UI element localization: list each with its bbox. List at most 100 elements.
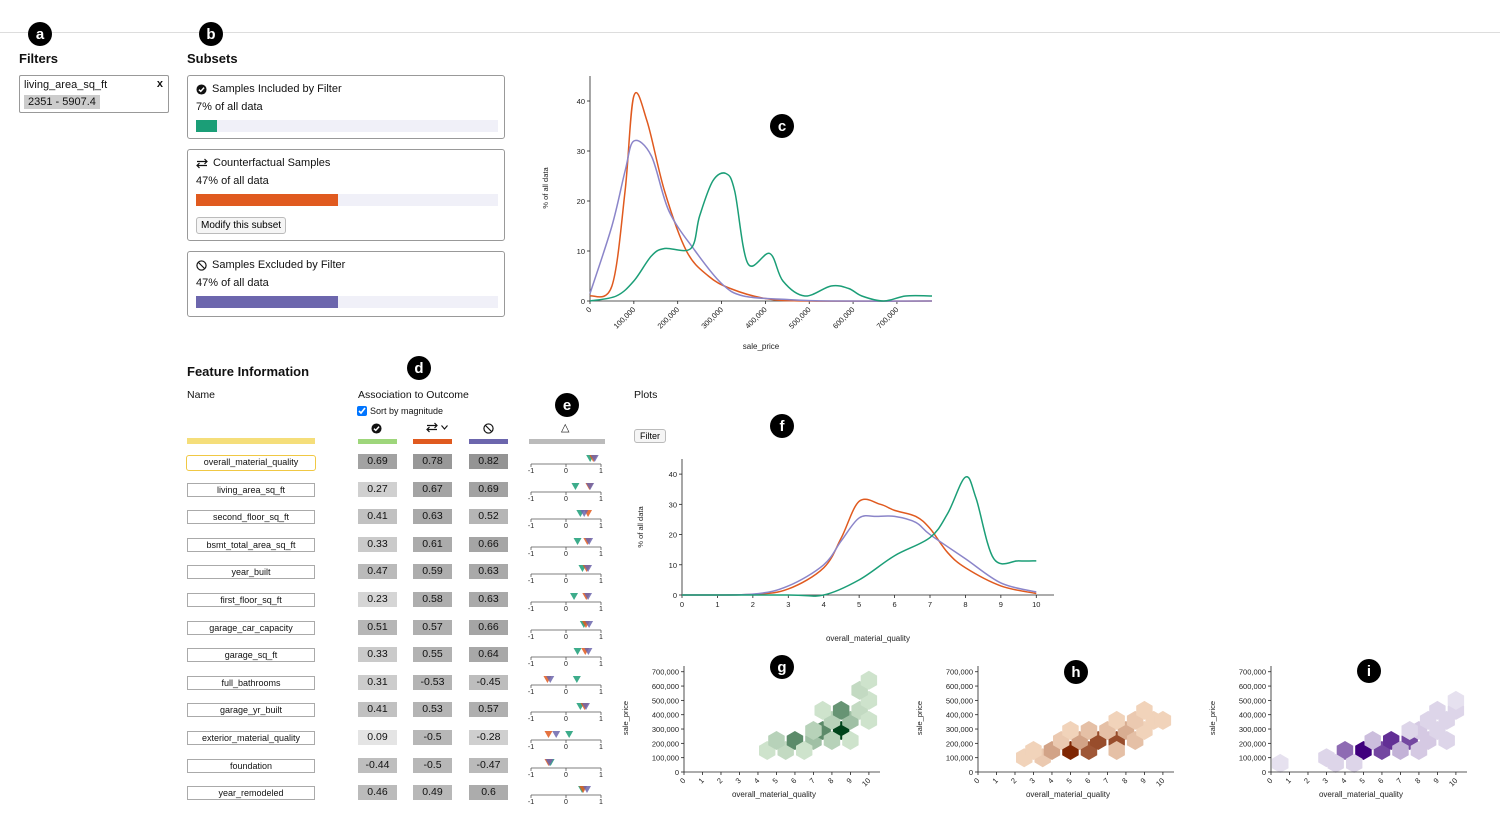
- y-axis-label: sale_price: [1208, 701, 1217, 735]
- feature-name-button[interactable]: full_bathrooms: [187, 675, 315, 690]
- mini-axis-label: -1: [528, 661, 534, 666]
- association-value: 0.63: [469, 564, 508, 580]
- counterfactual-column-dropdown[interactable]: [426, 422, 448, 433]
- filter-chip[interactable]: living_area_sq_ft x 2351 - 5907.4: [19, 75, 169, 113]
- hexbin: [1025, 741, 1042, 760]
- delta-mini-axis: -1 0 1: [528, 620, 603, 639]
- delta-marker: [552, 731, 561, 738]
- mini-axis-label: 0: [564, 772, 568, 777]
- feature-name-button[interactable]: living_area_sq_ft: [187, 482, 315, 497]
- subset-title: Samples Excluded by Filter: [212, 259, 346, 271]
- filter-button[interactable]: Filter: [634, 429, 666, 443]
- name-column-label: Name: [187, 389, 216, 401]
- y-tick-label: 300,000: [652, 725, 679, 734]
- x-tick-label: 6: [789, 776, 798, 785]
- feature-name-button[interactable]: bsmt_total_area_sq_ft: [187, 537, 315, 552]
- feature-name-button[interactable]: year_remodeled: [187, 786, 315, 801]
- delta-icon: △: [561, 422, 570, 434]
- feature-name-button[interactable]: first_floor_sq_ft: [187, 593, 315, 607]
- association-value: -0.45: [469, 674, 508, 690]
- y-axis-label: % of all data: [636, 506, 645, 548]
- mini-axis-label: -1: [528, 689, 534, 694]
- subset-card-counterfactual[interactable]: Counterfactual Samples 47% of all data M…: [187, 149, 505, 241]
- delta-marker: [565, 731, 574, 738]
- remove-filter-button[interactable]: x: [156, 78, 163, 90]
- y-tick-label: 400,000: [946, 711, 973, 720]
- mini-axis-label: -1: [528, 523, 534, 528]
- mini-axis-label: 1: [599, 468, 603, 473]
- density-line: [589, 139, 933, 302]
- association-value: -0.5: [413, 730, 452, 745]
- feature-name-button[interactable]: garage_sq_ft: [187, 648, 315, 663]
- mini-axis-label: 0: [564, 689, 568, 694]
- mini-axis-label: -1: [528, 551, 534, 556]
- association-value: -0.5: [413, 757, 452, 773]
- x-tick-label: 1: [1284, 776, 1293, 785]
- plots-label: Plots: [634, 389, 658, 401]
- hex-heatmap-included: 0 100,000 200,000 300,000 400,000 500,000 600,…: [621, 666, 880, 799]
- delta-marker: [544, 731, 553, 738]
- association-value: 0.47: [358, 564, 397, 580]
- feature-name-button[interactable]: garage_car_capacity: [187, 620, 315, 635]
- association-value: 0.49: [413, 785, 452, 801]
- subset-card-excluded[interactable]: Samples Excluded by Filter 47% of all da…: [187, 251, 505, 317]
- delta-mini-axis: -1 0 1: [528, 593, 603, 611]
- y-tick-label: 700,000: [1239, 668, 1266, 677]
- y-axis-label: sale_price: [621, 701, 630, 735]
- feature-name-button[interactable]: second_floor_sq_ft: [187, 510, 315, 525]
- swap-arrows-icon: [196, 158, 208, 168]
- x-tick-label: 4: [822, 600, 826, 609]
- feature-name-button[interactable]: overall_material_quality: [186, 455, 316, 471]
- mini-axis-label: 1: [599, 661, 603, 666]
- y-tick-label: 200,000: [1239, 739, 1266, 748]
- excluded-column-bar: [469, 439, 508, 444]
- subset-percent: 47% of all data: [196, 277, 269, 289]
- mini-axis-label: -1: [528, 772, 534, 777]
- association-value: -0.47: [469, 757, 508, 773]
- association-label: Association to Outcome: [358, 389, 469, 401]
- marker-c: c: [770, 114, 794, 138]
- association-value: 0.69: [358, 454, 397, 469]
- hexbin: [1364, 731, 1381, 750]
- association-value: 0.61: [413, 536, 452, 552]
- subset-progress-fill: [196, 120, 218, 132]
- mini-axis-label: 1: [599, 523, 603, 528]
- sort-checkbox[interactable]: [357, 406, 367, 416]
- delta-marker: [585, 620, 594, 628]
- hexbin: [1336, 741, 1354, 760]
- association-value: -0.53: [413, 674, 452, 690]
- mini-axis-label: 1: [599, 799, 603, 804]
- y-tick-label: 100,000: [652, 754, 679, 763]
- y-axis-label: sale_price: [915, 701, 924, 735]
- feature-name-button[interactable]: year_built: [187, 565, 315, 580]
- feature-name-button[interactable]: foundation: [187, 758, 315, 773]
- x-tick-label: 8: [1413, 776, 1422, 785]
- y-axis-label: % of all data: [541, 167, 550, 209]
- x-tick-label: 10: [1447, 776, 1459, 788]
- x-tick-label: 2: [751, 600, 755, 609]
- association-value: 0.52: [469, 509, 508, 525]
- association-value: 0.63: [469, 592, 508, 607]
- x-tick-label: 7: [808, 776, 817, 785]
- hexbin: [1447, 690, 1465, 710]
- sale-price-density-chart: 0 10 20 30 40 0 100,000 200,000 300,000 400,000 50…: [541, 76, 933, 351]
- delta-mini-axis: -1 0 1: [528, 482, 603, 501]
- marker-g: g: [770, 655, 794, 679]
- y-tick-label: 20: [577, 197, 585, 206]
- feature-name-button[interactable]: exterior_material_quality: [187, 731, 315, 745]
- modify-subset-button[interactable]: Modify this subset: [196, 217, 287, 234]
- y-tick-label: 400,000: [1239, 711, 1266, 720]
- subset-percent: 47% of all data: [196, 175, 269, 187]
- feature-name-button[interactable]: garage_yr_built: [187, 703, 315, 718]
- subset-card-included[interactable]: Samples Included by Filter 7% of all dat…: [187, 75, 505, 139]
- x-tick-label: 3: [1321, 776, 1330, 785]
- association-value: 0.31: [358, 674, 397, 690]
- y-tick-label: 200,000: [652, 739, 679, 748]
- sort-by-magnitude-toggle[interactable]: Sort by magnitude: [357, 406, 443, 416]
- y-tick-label: 40: [577, 97, 585, 106]
- mini-axis-label: 0: [564, 799, 568, 804]
- hexbin: [1429, 700, 1446, 720]
- mini-axis-label: -1: [528, 716, 534, 721]
- y-tick-label: 700,000: [652, 668, 679, 677]
- y-tick-label: 300,000: [946, 725, 973, 734]
